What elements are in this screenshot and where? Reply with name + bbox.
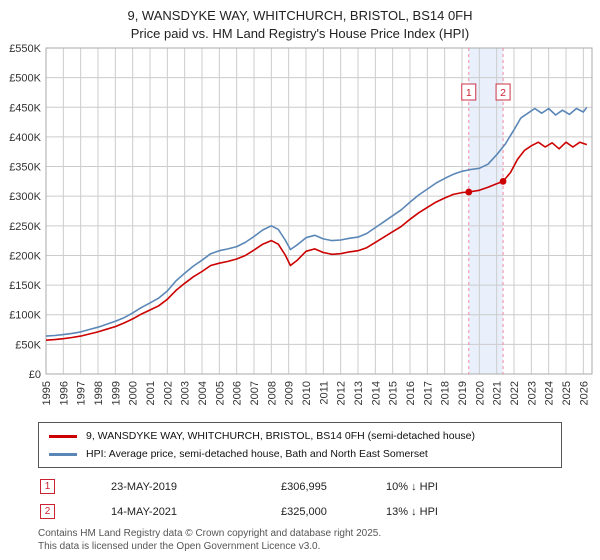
x-axis-label: 2012 xyxy=(336,381,348,405)
x-axis-label: 2021 xyxy=(492,381,504,405)
sale-period-band xyxy=(468,48,504,375)
y-axis-label: £300K xyxy=(9,191,41,203)
x-axis-label: 1997 xyxy=(76,381,88,405)
transaction-list: 1 23-MAY-2019 £306,995 10% ↓ HPI 2 14-MA… xyxy=(40,479,600,520)
x-axis-label: 2022 xyxy=(509,381,521,405)
legend-item-price-paid: 9, WANSDYKE WAY, WHITCHURCH, BRISTOL, BS… xyxy=(49,427,551,445)
page-subtitle: Price paid vs. HM Land Registry's House … xyxy=(130,25,470,41)
x-axis-label: 1999 xyxy=(110,381,122,405)
price-chart: £0 £50K £100K £150K £200K £250K £300K £350K £400… xyxy=(9,43,593,406)
x-axis-label: 2020 xyxy=(474,381,486,405)
legend-label-hpi: HPI: Average price, semi-detached house,… xyxy=(86,448,428,461)
x-axis-label: 2013 xyxy=(353,381,365,405)
x-axis-label: 1996 xyxy=(58,381,70,405)
y-axis-label: £200K xyxy=(9,251,41,263)
x-axis-label: 2001 xyxy=(145,381,157,405)
x-axis-label: 2007 xyxy=(249,381,261,405)
transaction-price: £325,000 xyxy=(281,505,327,518)
chart-title: 9, WANSDYKE WAY, WHITCHURCH, BRISTOL, BS… xyxy=(0,0,600,42)
x-axis-label: 2009 xyxy=(284,381,296,405)
page-title: 9, WANSDYKE WAY, WHITCHURCH, BRISTOL, BS… xyxy=(127,8,473,23)
footer-line-1: Contains HM Land Registry data © Crown c… xyxy=(38,528,382,540)
x-axis-label: 2024 xyxy=(544,381,556,405)
transaction-hpi-delta: 13% ↓ HPI xyxy=(386,505,438,518)
y-axis-label: £50K xyxy=(15,339,41,351)
x-axis-label: 2014 xyxy=(370,381,382,405)
sale-label-number: 2 xyxy=(500,87,506,99)
x-axis-label: 2025 xyxy=(561,381,573,405)
x-axis-label: 2000 xyxy=(128,381,140,405)
x-axis-label: 2002 xyxy=(162,381,174,405)
x-axis-label: 2006 xyxy=(232,381,244,405)
hpi-line-swatch xyxy=(49,452,77,456)
transaction-row: 1 23-MAY-2019 £306,995 10% ↓ HPI xyxy=(40,479,600,495)
y-axis-label: £100K xyxy=(9,310,41,322)
sale-label-box xyxy=(495,83,511,101)
transaction-price: £306,995 xyxy=(281,480,327,493)
y-axis-label: £350K xyxy=(9,162,41,174)
y-axis-label: £500K xyxy=(9,73,41,85)
y-axis-label: £450K xyxy=(9,102,41,114)
sale-marker xyxy=(499,178,507,185)
x-axis-label: 2023 xyxy=(526,381,538,405)
transaction-date: 14-MAY-2021 xyxy=(111,505,178,518)
license-footer: Contains HM Land Registry data © Crown c… xyxy=(38,527,600,553)
x-axis-label: 2015 xyxy=(388,381,400,405)
x-axis-label: 2019 xyxy=(457,381,469,405)
y-axis-label: £0 xyxy=(29,369,41,381)
transaction-date: 23-MAY-2019 xyxy=(111,480,178,493)
x-axis-label: 2003 xyxy=(180,381,192,405)
chart-legend: 9, WANSDYKE WAY, WHITCHURCH, BRISTOL, BS… xyxy=(38,422,562,469)
footer-line-2: This data is licensed under the Open Gov… xyxy=(38,541,321,553)
y-axis-label: £250K xyxy=(9,221,41,233)
transaction-hpi-delta: 10% ↓ HPI xyxy=(386,480,438,493)
x-axis-label: 2026 xyxy=(578,381,590,405)
sale-label-number: 1 xyxy=(466,87,472,99)
y-axis-label: £550K xyxy=(9,43,41,55)
transaction-number-box: 2 xyxy=(40,504,55,520)
series-line-hpi xyxy=(45,106,588,337)
y-axis-label: £400K xyxy=(9,132,41,144)
transaction-number-box: 1 xyxy=(40,479,55,495)
plot-border xyxy=(45,47,593,375)
series-line-price-paid xyxy=(45,141,588,342)
transaction-row: 2 14-MAY-2021 £325,000 13% ↓ HPI xyxy=(40,504,600,520)
x-axis-label: 2008 xyxy=(266,381,278,405)
y-axis-label: £150K xyxy=(9,280,41,292)
x-axis-label: 2016 xyxy=(405,381,417,405)
x-axis-label: 2010 xyxy=(301,381,313,405)
x-axis-label: 1995 xyxy=(41,381,53,405)
sale-marker xyxy=(465,188,473,196)
sale-label-box xyxy=(461,83,477,101)
x-axis-label: 2018 xyxy=(440,381,452,405)
legend-label-price-paid: 9, WANSDYKE WAY, WHITCHURCH, BRISTOL, BS… xyxy=(86,430,475,443)
x-axis-label: 2004 xyxy=(197,381,209,405)
x-axis-label: 2005 xyxy=(214,381,226,405)
x-axis-label: 2017 xyxy=(422,381,434,405)
price-paid-line-swatch xyxy=(49,434,77,438)
x-axis-label: 1998 xyxy=(93,381,105,405)
x-axis-label: 2011 xyxy=(318,381,330,405)
legend-item-hpi: HPI: Average price, semi-detached house,… xyxy=(49,445,551,463)
